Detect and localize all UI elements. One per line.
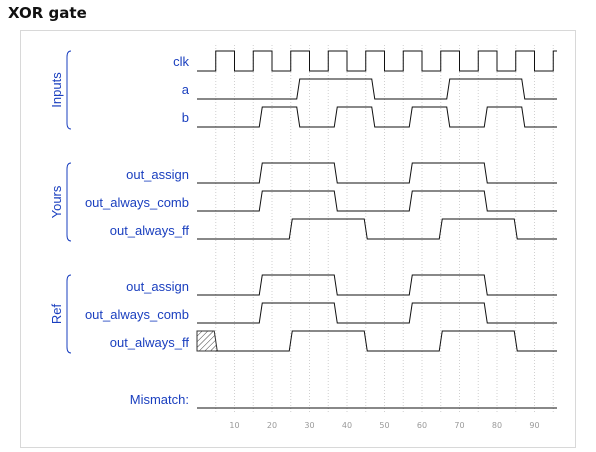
time-tick-label: 40 (342, 421, 352, 430)
group-label-inputs: Inputs (49, 72, 64, 108)
ref-bracket (66, 274, 72, 354)
trace-ref-out-always-ff (196, 330, 557, 352)
time-tick-label: 90 (529, 421, 539, 430)
time-tick-label: 80 (492, 421, 502, 430)
signal-label-ref-out-always-comb: out_always_comb (85, 307, 189, 322)
time-tick-label: 50 (379, 421, 389, 430)
trace-yours-out-assign (197, 162, 557, 184)
trace-yours-out-always-comb (197, 190, 557, 212)
time-tick-label: 30 (304, 421, 314, 430)
waveform-diagram: Inputs Yours Ref clk a b out_assign out_… (49, 45, 557, 430)
signal-label-yours-out-assign: out_assign (126, 167, 189, 182)
time-tick-label: 70 (454, 421, 464, 430)
yours-bracket (66, 162, 72, 242)
group-label-yours: Yours (49, 185, 64, 218)
time-tick-label: 60 (417, 421, 427, 430)
trace-ref-out-assign (197, 274, 557, 296)
signal-label-yours-out-always-ff: out_always_ff (110, 223, 190, 238)
signal-label-b: b (182, 110, 189, 125)
signal-label-a: a (182, 82, 190, 97)
trace-clk (197, 50, 557, 72)
time-gridlines (215, 45, 554, 413)
page-title: XOR gate (8, 4, 87, 22)
group-label-ref: Ref (49, 303, 64, 324)
signal-label-ref-out-always-ff: out_always_ff (110, 335, 190, 350)
trace-a (197, 78, 557, 100)
trace-b (197, 106, 557, 128)
waveform-panel: Inputs Yours Ref clk a b out_assign out_… (20, 30, 576, 448)
time-axis-ticks: 10 20 30 40 50 60 70 80 90 (229, 421, 539, 430)
unknown-state-hatch (196, 330, 218, 352)
inputs-bracket (66, 50, 72, 130)
signal-label-yours-out-always-comb: out_always_comb (85, 195, 189, 210)
time-tick-label: 10 (229, 421, 239, 430)
trace-yours-out-always-ff (197, 218, 557, 240)
time-tick-label: 20 (267, 421, 277, 430)
signal-label-clk: clk (173, 54, 189, 69)
signal-label-ref-out-assign: out_assign (126, 279, 189, 294)
trace-ref-out-always-comb (197, 302, 557, 324)
signal-label-mismatch: Mismatch: (130, 392, 189, 407)
